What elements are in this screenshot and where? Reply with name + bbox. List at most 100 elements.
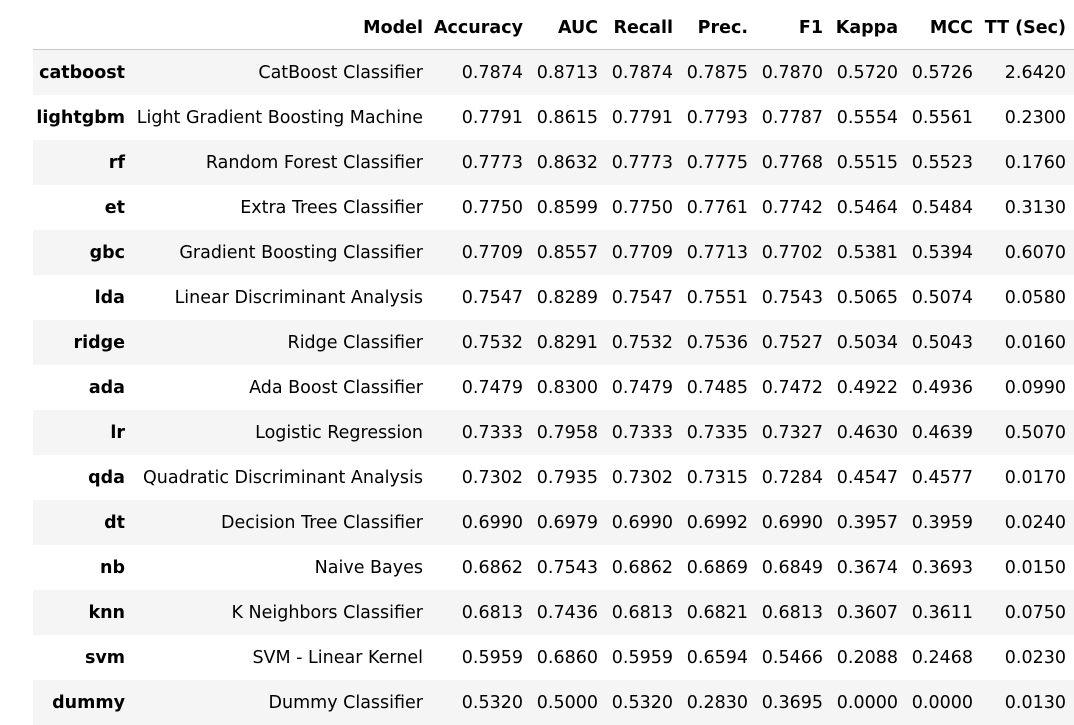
row-index-label: dt [33, 500, 133, 545]
f1-cell: 0.7327 [756, 410, 831, 455]
model-name-cell: SVM - Linear Kernel [133, 635, 431, 680]
recall-cell: 0.5320 [606, 680, 681, 725]
model-name-cell: Ada Boost Classifier [133, 365, 431, 410]
model-name-cell: Dummy Classifier [133, 680, 431, 725]
model-name-cell: Extra Trees Classifier [133, 185, 431, 230]
auc-cell: 0.8557 [531, 230, 606, 275]
model-name-cell: Ridge Classifier [133, 320, 431, 365]
precision-cell: 0.6869 [681, 545, 756, 590]
kappa-cell: 0.5464 [831, 185, 906, 230]
header-model: Model [133, 6, 431, 50]
model-name-cell: Light Gradient Boosting Machine [133, 95, 431, 140]
accuracy-cell: 0.7773 [431, 140, 531, 185]
training-time-cell: 0.5070 [981, 410, 1074, 455]
mcc-cell: 0.4936 [906, 365, 981, 410]
accuracy-cell: 0.6813 [431, 590, 531, 635]
auc-cell: 0.7543 [531, 545, 606, 590]
auc-cell: 0.8289 [531, 275, 606, 320]
mcc-cell: 0.5484 [906, 185, 981, 230]
mcc-cell: 0.3611 [906, 590, 981, 635]
row-index-label: knn [33, 590, 133, 635]
f1-cell: 0.7284 [756, 455, 831, 500]
recall-cell: 0.6813 [606, 590, 681, 635]
training-time-cell: 0.0230 [981, 635, 1074, 680]
training-time-cell: 0.0130 [981, 680, 1074, 725]
accuracy-cell: 0.6990 [431, 500, 531, 545]
row-index-label: lightgbm [33, 95, 133, 140]
model-name-cell: Random Forest Classifier [133, 140, 431, 185]
training-time-cell: 0.0150 [981, 545, 1074, 590]
model-name-cell: Linear Discriminant Analysis [133, 275, 431, 320]
f1-cell: 0.5466 [756, 635, 831, 680]
f1-cell: 0.7768 [756, 140, 831, 185]
row-index-label: et [33, 185, 133, 230]
auc-cell: 0.8599 [531, 185, 606, 230]
precision-cell: 0.7875 [681, 50, 756, 96]
recall-cell: 0.5959 [606, 635, 681, 680]
training-time-cell: 0.0750 [981, 590, 1074, 635]
precision-cell: 0.7761 [681, 185, 756, 230]
accuracy-cell: 0.7791 [431, 95, 531, 140]
mcc-cell: 0.5074 [906, 275, 981, 320]
header-accuracy: Accuracy [431, 6, 531, 50]
mcc-cell: 0.5726 [906, 50, 981, 96]
training-time-cell: 0.3130 [981, 185, 1074, 230]
kappa-cell: 0.5515 [831, 140, 906, 185]
row-index-label: catboost [33, 50, 133, 96]
precision-cell: 0.7335 [681, 410, 756, 455]
training-time-cell: 0.0160 [981, 320, 1074, 365]
f1-cell: 0.7787 [756, 95, 831, 140]
accuracy-cell: 0.6862 [431, 545, 531, 590]
mcc-cell: 0.5523 [906, 140, 981, 185]
model-comparison-table-container: Model Accuracy AUC Recall Prec. F1 Kappa… [33, 6, 1074, 725]
kappa-cell: 0.5720 [831, 50, 906, 96]
model-name-cell: CatBoost Classifier [133, 50, 431, 96]
auc-cell: 0.8632 [531, 140, 606, 185]
mcc-cell: 0.2468 [906, 635, 981, 680]
auc-cell: 0.8615 [531, 95, 606, 140]
kappa-cell: 0.4547 [831, 455, 906, 500]
row-index-label: nb [33, 545, 133, 590]
accuracy-cell: 0.5320 [431, 680, 531, 725]
mcc-cell: 0.5043 [906, 320, 981, 365]
accuracy-cell: 0.5959 [431, 635, 531, 680]
f1-cell: 0.6813 [756, 590, 831, 635]
kappa-cell: 0.2088 [831, 635, 906, 680]
precision-cell: 0.6992 [681, 500, 756, 545]
training-time-cell: 0.6070 [981, 230, 1074, 275]
kappa-cell: 0.5034 [831, 320, 906, 365]
accuracy-cell: 0.7874 [431, 50, 531, 96]
f1-cell: 0.7543 [756, 275, 831, 320]
f1-cell: 0.3695 [756, 680, 831, 725]
auc-cell: 0.8291 [531, 320, 606, 365]
recall-cell: 0.7532 [606, 320, 681, 365]
row-index-label: dummy [33, 680, 133, 725]
kappa-cell: 0.0000 [831, 680, 906, 725]
f1-cell: 0.7742 [756, 185, 831, 230]
training-time-cell: 0.2300 [981, 95, 1074, 140]
precision-cell: 0.7775 [681, 140, 756, 185]
model-name-cell: Decision Tree Classifier [133, 500, 431, 545]
recall-cell: 0.7547 [606, 275, 681, 320]
precision-cell: 0.6594 [681, 635, 756, 680]
recall-cell: 0.6862 [606, 545, 681, 590]
row-index-label: lda [33, 275, 133, 320]
kappa-cell: 0.5554 [831, 95, 906, 140]
kappa-cell: 0.3674 [831, 545, 906, 590]
row-index-label: ada [33, 365, 133, 410]
table-header: Model Accuracy AUC Recall Prec. F1 Kappa… [33, 6, 1074, 50]
accuracy-cell: 0.7532 [431, 320, 531, 365]
f1-cell: 0.6849 [756, 545, 831, 590]
